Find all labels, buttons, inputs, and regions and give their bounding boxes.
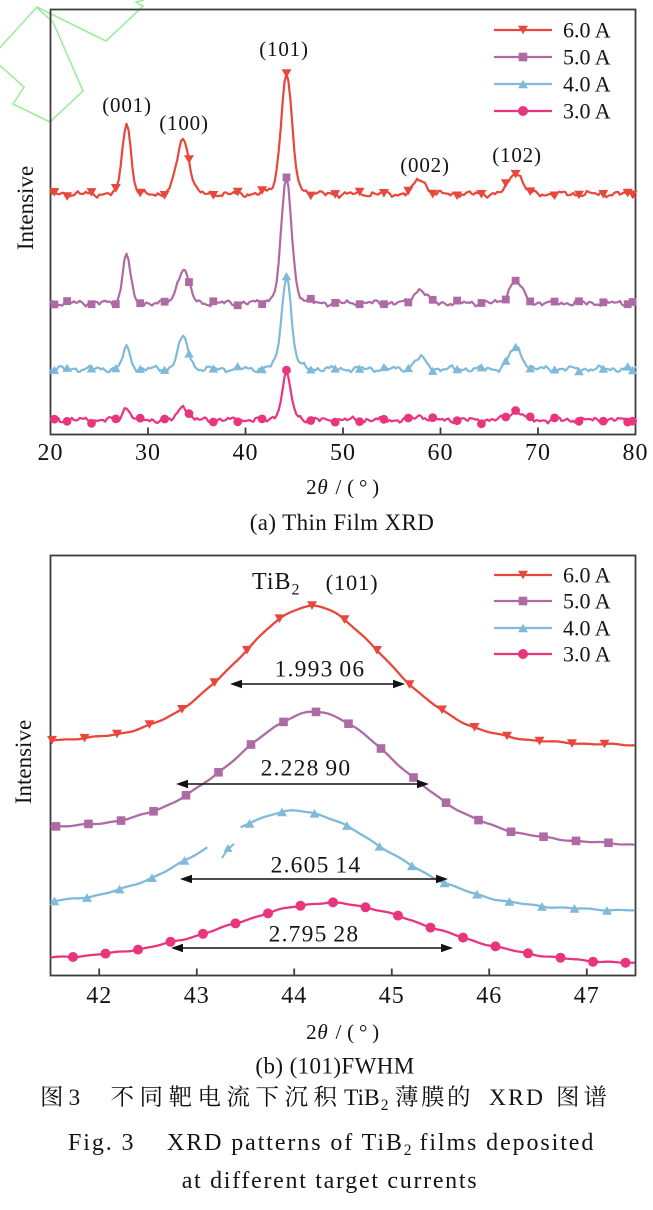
svg-text:2: 2 <box>381 1097 389 1114</box>
svg-text:(002): (002) <box>400 153 450 177</box>
svg-text:30: 30 <box>135 440 161 466</box>
svg-text:2θ/(°): 2θ /(°) <box>306 1020 380 1044</box>
svg-text:(a) Thin Film XRD: (a) Thin Film XRD <box>250 510 435 535</box>
svg-text:43: 43 <box>184 983 210 1009</box>
svg-text:Fig. 3: Fig. 3 <box>68 1130 135 1156</box>
svg-text:XRD patterns of TiB2 films dep: XRD patterns of TiB2 films deposited <box>167 1130 595 1159</box>
svg-text:TiB: TiB <box>344 1085 380 1111</box>
svg-text:70: 70 <box>525 440 551 466</box>
svg-text:44: 44 <box>281 983 307 1009</box>
svg-text:50: 50 <box>330 440 356 466</box>
svg-text:6.0 A: 6.0 A <box>563 563 611 588</box>
svg-text:45: 45 <box>379 983 405 1009</box>
svg-text:6.0 A: 6.0 A <box>563 18 611 43</box>
svg-text:(101): (101) <box>326 570 379 595</box>
svg-text:3.0 A: 3.0 A <box>563 642 611 667</box>
svg-text:5.0 A: 5.0 A <box>563 589 611 614</box>
svg-text:80: 80 <box>623 440 649 466</box>
svg-text:(102): (102) <box>492 143 542 167</box>
svg-text:42: 42 <box>86 983 112 1009</box>
svg-text:3: 3 <box>69 1085 81 1111</box>
svg-text:(b) (101)FWHM: (b) (101)FWHM <box>255 1054 414 1079</box>
svg-text:(001): (001) <box>102 93 152 117</box>
svg-text:4.0 A: 4.0 A <box>563 72 611 97</box>
svg-text:60: 60 <box>428 440 454 466</box>
svg-text:(100): (100) <box>159 111 209 135</box>
svg-text:1.993 06: 1.993 06 <box>275 657 366 683</box>
svg-text:XRD: XRD <box>489 1085 545 1111</box>
svg-text:2.795 28: 2.795 28 <box>269 922 360 948</box>
svg-text:at different target currents: at different target currents <box>182 1168 479 1194</box>
svg-text:Intensive: Intensive <box>11 720 36 804</box>
svg-text:40: 40 <box>233 440 259 466</box>
svg-text:2.228 90: 2.228 90 <box>261 756 352 782</box>
svg-text:2θ/(°): 2θ /(°) <box>306 475 380 499</box>
svg-text:47: 47 <box>574 983 600 1009</box>
svg-text:4.0 A: 4.0 A <box>563 616 611 641</box>
svg-text:5.0 A: 5.0 A <box>563 45 611 70</box>
svg-text:3.0 A: 3.0 A <box>563 99 611 124</box>
svg-text:2.605 14: 2.605 14 <box>271 853 362 879</box>
svg-text:Intensive: Intensive <box>13 166 38 250</box>
svg-text:(101): (101) <box>259 37 309 61</box>
svg-text:20: 20 <box>38 440 64 466</box>
svg-text:TiB2: TiB2 <box>252 569 300 599</box>
svg-text:46: 46 <box>476 983 502 1009</box>
